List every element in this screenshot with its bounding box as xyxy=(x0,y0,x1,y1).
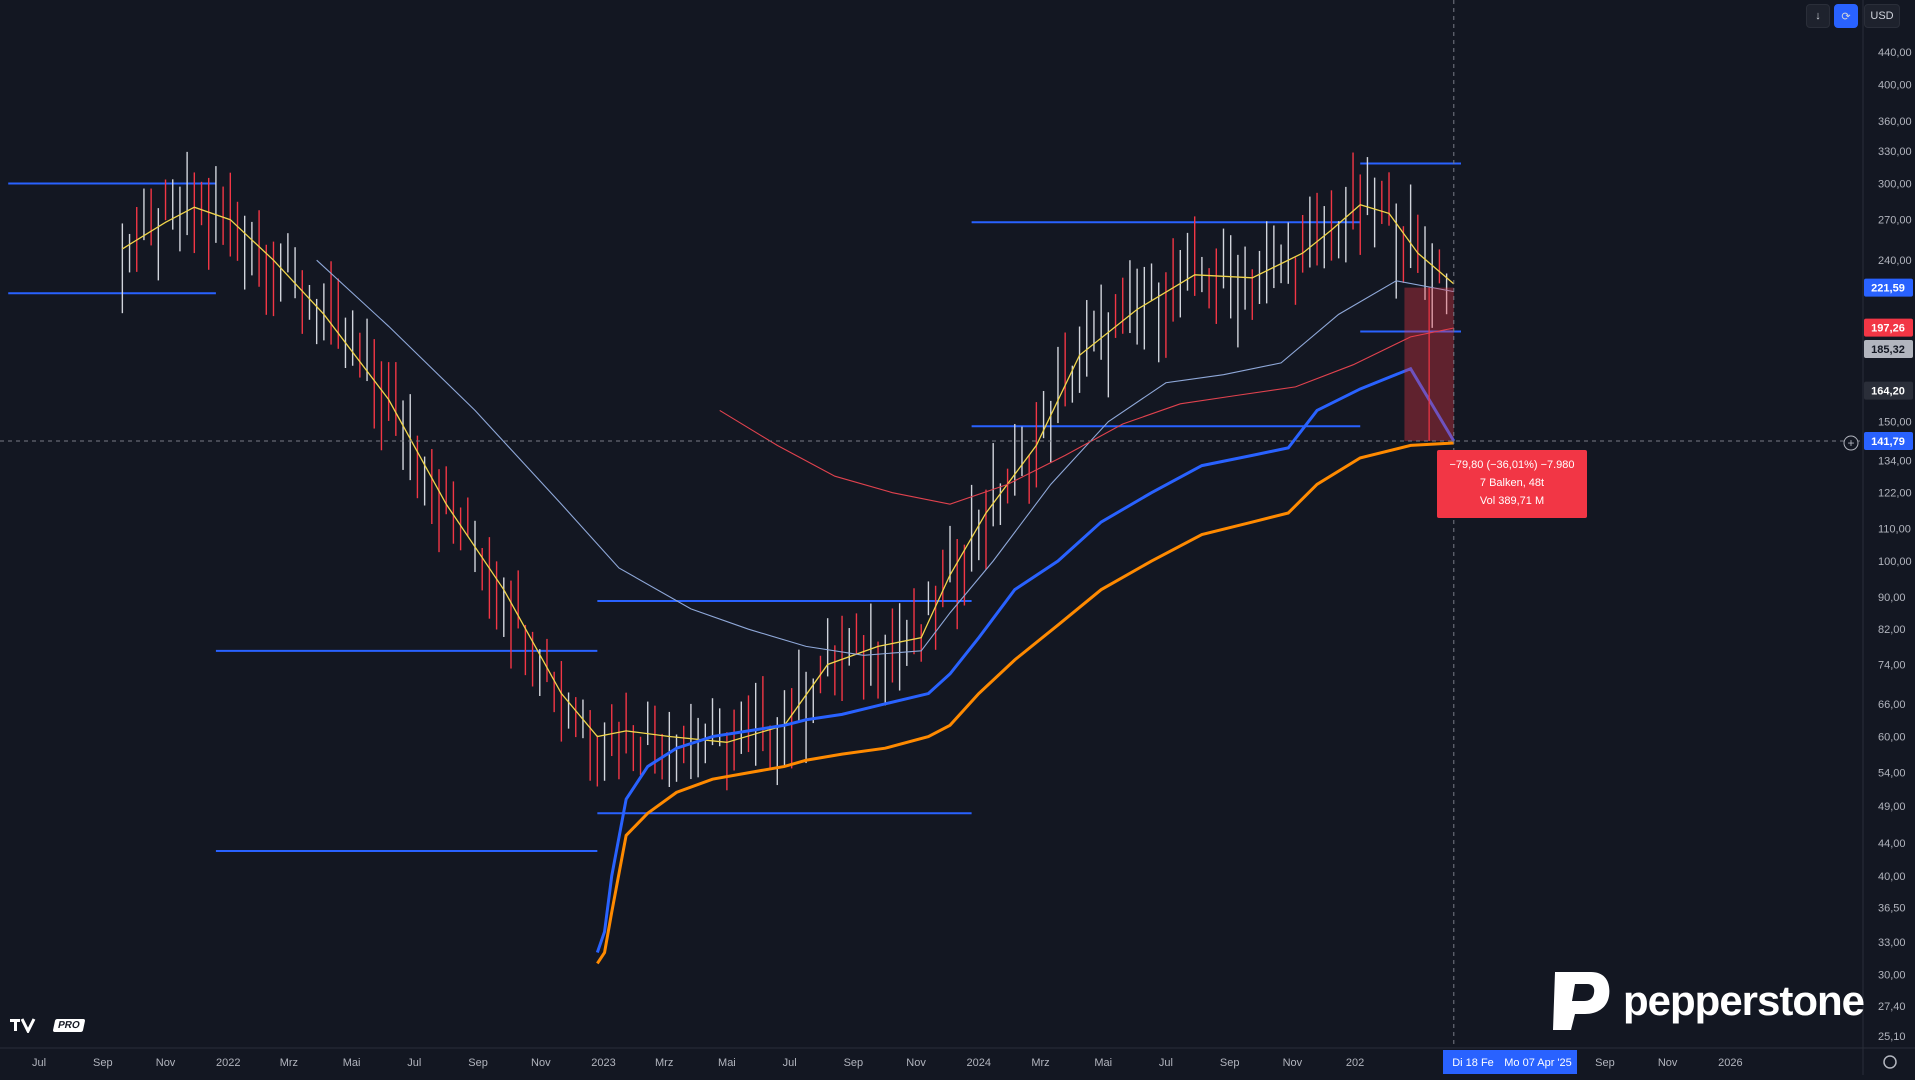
y-tick-label: 440,00 xyxy=(1878,47,1912,59)
sync-button[interactable]: ⟳ xyxy=(1834,4,1858,28)
x-tick-label: Nov xyxy=(1283,1057,1303,1069)
measure-tooltip-line3: Vol 389,71 M xyxy=(1480,495,1544,507)
x-tick-label: Nov xyxy=(1658,1057,1678,1069)
x-tick-label: Jul xyxy=(32,1057,46,1069)
price-label-text: 197,26 xyxy=(1871,323,1905,335)
y-tick-label: 25,10 xyxy=(1878,1031,1906,1043)
measure-tooltip-line1: −79,80 (−36,01%) −7.980 xyxy=(1449,459,1574,471)
x-tick-label: Mrz xyxy=(1031,1057,1049,1069)
pro-badge: PRO xyxy=(52,1018,86,1032)
x-tick-label: Nov xyxy=(906,1057,926,1069)
crosshair-time-start: Di 18 Fe xyxy=(1452,1057,1494,1069)
y-tick-label: 49,00 xyxy=(1878,801,1906,813)
y-tick-label: 270,00 xyxy=(1878,215,1912,227)
y-tick-label: 90,00 xyxy=(1878,592,1906,604)
x-tick-label: Jul xyxy=(407,1057,421,1069)
watermark-text: pepperstone xyxy=(1623,977,1865,1024)
x-tick-label: Mai xyxy=(718,1057,736,1069)
y-tick-label: 36,50 xyxy=(1878,902,1906,914)
price-label-box xyxy=(1864,381,1913,400)
series-line-4 xyxy=(596,441,1454,965)
y-tick-label: 110,00 xyxy=(1878,523,1911,535)
x-tick-label: 202 xyxy=(1346,1057,1364,1069)
x-tick-label: Sep xyxy=(1220,1057,1240,1069)
crosshair-add-glyph: + xyxy=(1847,436,1854,450)
gear-icon xyxy=(1883,1055,1897,1069)
x-tick-label: Jul xyxy=(1159,1057,1173,1069)
pepperstone-logo: pepperstone xyxy=(1545,968,1865,1034)
x-tick-label: Sep xyxy=(844,1057,864,1069)
y-tick-label: 82,00 xyxy=(1878,624,1906,636)
currency-button[interactable]: USD xyxy=(1864,4,1900,28)
measure-tooltip-box xyxy=(1437,450,1587,518)
y-tick-label: 54,00 xyxy=(1878,768,1906,780)
time-range-highlight xyxy=(1443,1050,1577,1074)
series-line-0 xyxy=(122,204,1455,743)
x-tick-label: Jul xyxy=(783,1057,797,1069)
y-tick-label: 240,00 xyxy=(1878,255,1912,267)
y-tick-label: 40,00 xyxy=(1878,871,1906,883)
price-label-box xyxy=(1864,278,1913,297)
x-tick-label: Nov xyxy=(156,1057,176,1069)
price-label-text: 141,79 xyxy=(1871,436,1905,448)
x-tick-label: 2026 xyxy=(1718,1057,1742,1069)
y-tick-label: 30,00 xyxy=(1878,970,1906,982)
y-tick-label: 300,00 xyxy=(1878,179,1912,191)
price-label-text: 164,20 xyxy=(1871,386,1905,398)
x-tick-label: Sep xyxy=(468,1057,488,1069)
y-tick-label: 66,00 xyxy=(1878,699,1906,711)
y-tick-label: 400,00 xyxy=(1878,80,1912,92)
download-button[interactable]: ↓ xyxy=(1806,4,1830,28)
y-tick-label: 330,00 xyxy=(1878,146,1912,158)
series-line-2 xyxy=(719,327,1454,505)
x-tick-label: Mrz xyxy=(280,1057,298,1069)
y-tick-label: 150,00 xyxy=(1878,417,1912,429)
y-tick-label: 134,00 xyxy=(1878,455,1912,467)
price-label-text: 185,32 xyxy=(1871,344,1905,356)
y-tick-label: 27,40 xyxy=(1878,1001,1906,1013)
arrow-down-icon: ↓ xyxy=(1815,10,1821,22)
x-tick-label: Mrz xyxy=(655,1057,673,1069)
x-tick-label: Sep xyxy=(93,1057,113,1069)
tradingview-logo: PRO xyxy=(10,1017,86,1033)
measure-tooltip-line2: 7 Balken, 48t xyxy=(1480,477,1544,489)
series-line-3 xyxy=(595,366,1456,954)
pepperstone-icon xyxy=(1553,972,1610,1030)
x-tick-label: Nov xyxy=(531,1057,551,1069)
y-tick-label: 44,00 xyxy=(1878,838,1906,850)
crosshair-time-end: Mo 07 Apr '25 xyxy=(1504,1057,1572,1069)
currency-label: USD xyxy=(1870,10,1894,22)
x-tick-label: Mai xyxy=(1094,1057,1112,1069)
x-tick-label: Sep xyxy=(1595,1057,1615,1069)
price-label-box xyxy=(1864,340,1913,359)
x-tick-label: Mai xyxy=(343,1057,361,1069)
series-line-1 xyxy=(316,259,1454,656)
price-label-box xyxy=(1864,432,1913,451)
measure-tooltip: −79,80 (−36,01%) −7.980 7 Balken, 48t Vol … xyxy=(1437,450,1587,518)
y-tick-label: 74,00 xyxy=(1878,659,1906,671)
price-label-box xyxy=(1864,318,1913,337)
y-tick-label: 60,00 xyxy=(1878,732,1906,744)
sync-icon: ⟳ xyxy=(1841,10,1851,23)
price-label-text: 221,59 xyxy=(1871,283,1905,295)
y-tick-label: 100,00 xyxy=(1878,556,1912,568)
x-tick-label: 2024 xyxy=(967,1057,991,1069)
x-tick-label: 2023 xyxy=(591,1057,615,1069)
crosshair-add-icon xyxy=(1843,435,1859,451)
x-tick-label: 2022 xyxy=(216,1057,240,1069)
tradingview-icon xyxy=(10,1018,36,1033)
y-tick-label: 33,00 xyxy=(1878,937,1906,949)
y-tick-label: 122,00 xyxy=(1878,488,1912,500)
y-tick-label: 360,00 xyxy=(1878,116,1912,128)
